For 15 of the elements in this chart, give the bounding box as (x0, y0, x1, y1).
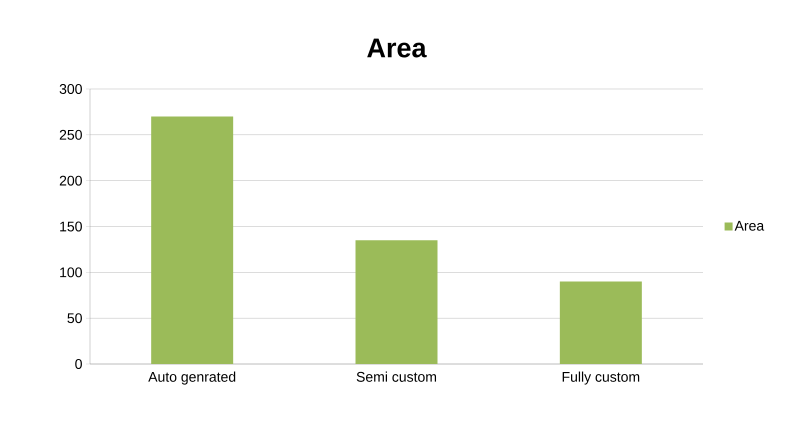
y-tick-label: 0 (75, 359, 82, 369)
y-tick-label: 250 (60, 130, 82, 140)
y-tick-label: 300 (60, 84, 82, 94)
bar (151, 116, 234, 364)
chart-title: Area (367, 38, 427, 58)
legend-label: Area (734, 220, 764, 231)
x-tick-label: Auto genrated (148, 372, 236, 385)
y-tick-label: 100 (60, 267, 82, 278)
bar (356, 240, 438, 364)
x-tick-label: Fully custom (562, 372, 640, 385)
x-tick-label: Semi custom (356, 372, 436, 382)
y-tick-label: 150 (60, 222, 82, 232)
y-tick-label: 50 (67, 313, 82, 324)
bar (560, 281, 642, 364)
y-tick-label: 200 (60, 176, 82, 186)
